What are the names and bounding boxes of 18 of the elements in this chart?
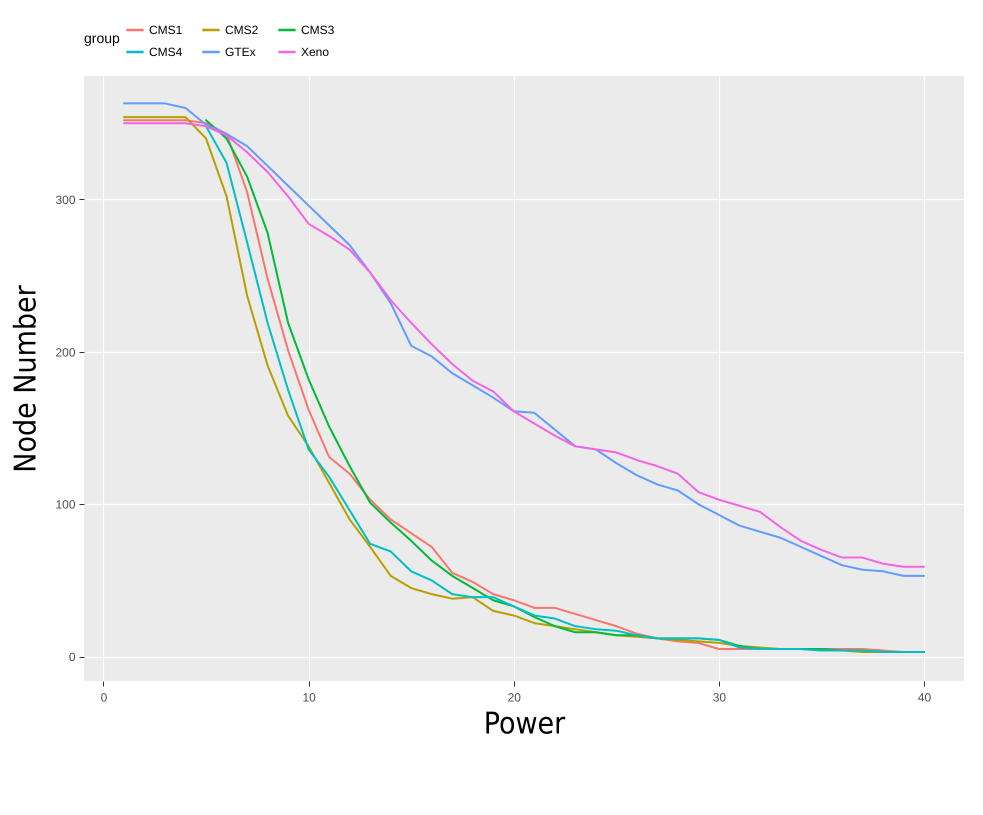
legend-label: CMS3 — [301, 23, 335, 37]
legend-title: group — [84, 30, 120, 46]
y-tick-label: 100 — [55, 498, 76, 512]
x-tick-label: 20 — [508, 690, 522, 704]
legend-label: GTEx — [225, 45, 256, 59]
legend-label: Xeno — [301, 45, 330, 59]
y-axis-title: Node Number — [8, 284, 44, 473]
x-axis-title: Power — [484, 706, 566, 742]
y-tick-label: 300 — [55, 192, 76, 207]
y-tick-label: 200 — [55, 345, 76, 360]
x-tick-label: 10 — [302, 690, 316, 704]
legend-label: CMS1 — [149, 23, 183, 37]
legend-label: CMS4 — [149, 45, 183, 59]
y-tick-label: 0 — [68, 650, 76, 664]
x-tick-label: 0 — [100, 690, 108, 704]
x-tick-label: 40 — [918, 690, 932, 704]
legend-label: CMS2 — [225, 23, 259, 37]
x-tick-label: 30 — [712, 690, 726, 704]
